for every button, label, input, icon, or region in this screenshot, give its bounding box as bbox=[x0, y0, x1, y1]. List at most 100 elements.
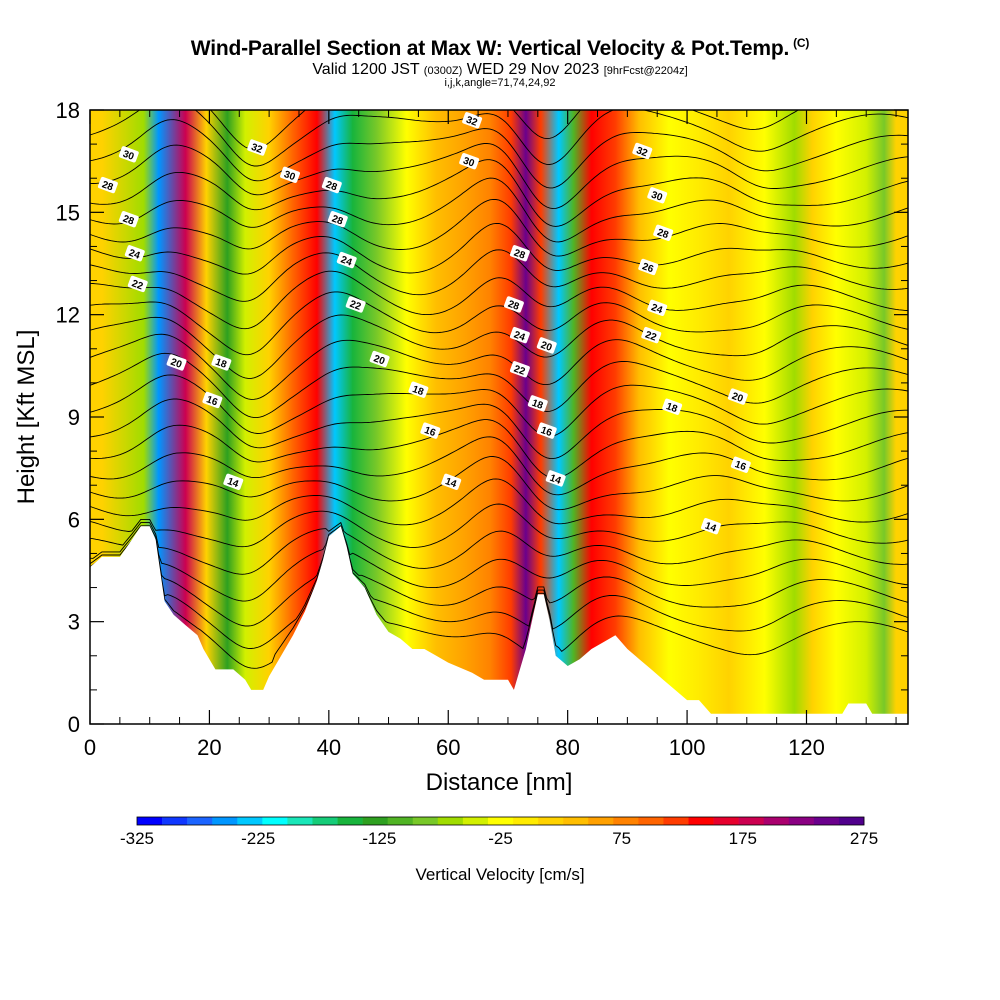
theta-label-box bbox=[247, 139, 268, 156]
colorbar-frame bbox=[136, 816, 865, 826]
theta-contour-label: 14 bbox=[701, 518, 721, 535]
theta-label-text: 14 bbox=[548, 473, 563, 487]
theta-label-text: 26 bbox=[641, 261, 656, 275]
theta-contour-label: 30 bbox=[118, 146, 139, 163]
colorbar-swatch bbox=[813, 817, 840, 825]
theta-contour-label: 16 bbox=[730, 456, 751, 473]
colorbar-tick-label: 75 bbox=[612, 829, 631, 848]
y-tick-label: 3 bbox=[68, 610, 80, 635]
valid-utc: (0300Z) bbox=[423, 65, 463, 77]
colorbar-swatch bbox=[513, 817, 539, 825]
theta-contour-label: 18 bbox=[662, 398, 683, 415]
theta-contour-line bbox=[210, 110, 800, 150]
colorbar-swatch bbox=[788, 817, 815, 825]
theta-label-box bbox=[730, 456, 751, 473]
theta-contour-line bbox=[90, 198, 908, 257]
theta-label-text: 22 bbox=[512, 364, 527, 378]
theta-label-box bbox=[536, 422, 557, 439]
theta-contour-line bbox=[90, 177, 908, 243]
colorbar-swatch bbox=[262, 817, 288, 825]
theta-label-box bbox=[462, 112, 483, 129]
theta-contour-label: 16 bbox=[536, 422, 557, 439]
theta-contour-label: 18 bbox=[408, 381, 429, 398]
colorbar-swatch bbox=[838, 817, 865, 825]
theta-contour-labels: 30 28 28 24 22 20 18 16 14 32 30 28 28 24 22 20 18 16 14 32… bbox=[97, 112, 751, 535]
theta-contour-label: 14 bbox=[223, 473, 244, 490]
theta-contour-line bbox=[90, 333, 908, 400]
theta-contour-line bbox=[90, 159, 908, 227]
axes: 0 20 40 60 80 100 120 0 3 6 9 12 15 18 bbox=[56, 98, 908, 760]
theta-label-text: 16 bbox=[205, 394, 220, 408]
theta-label-text: 16 bbox=[733, 459, 748, 473]
theta-contour-line bbox=[90, 531, 908, 649]
theta-contours bbox=[90, 110, 908, 669]
theta-contour-label: 30 bbox=[280, 166, 300, 183]
theta-label-box bbox=[727, 388, 748, 405]
theta-label-box bbox=[202, 391, 223, 409]
theta-contour-label: 14 bbox=[545, 470, 566, 487]
theta-contour-label: 18 bbox=[211, 354, 232, 371]
theta-contour-line bbox=[90, 270, 908, 330]
theta-label-text: 16 bbox=[423, 425, 438, 439]
theta-label-box bbox=[441, 473, 462, 490]
theta-contour-line bbox=[90, 291, 908, 356]
theta-contour-label: 20 bbox=[536, 337, 557, 354]
theta-label-text: 14 bbox=[226, 476, 241, 490]
theta-label-text: 20 bbox=[372, 353, 387, 367]
colorbar-swatch bbox=[437, 817, 464, 825]
valid-time: Valid 1200 JST bbox=[312, 61, 420, 78]
theta-contour-line bbox=[90, 521, 908, 575]
theta-contour-line bbox=[90, 119, 908, 189]
theta-label-text: 14 bbox=[703, 520, 718, 534]
theta-label-box bbox=[124, 245, 145, 262]
colorbar-swatch bbox=[137, 817, 163, 825]
theta-contour-label: 22 bbox=[127, 275, 148, 293]
theta-label-text: 28 bbox=[506, 299, 521, 313]
colorbar-swatch bbox=[713, 817, 739, 825]
theta-label-text: 18 bbox=[665, 401, 680, 415]
colorbar-swatch bbox=[663, 817, 689, 825]
colorbar-tick-label: -25 bbox=[488, 829, 513, 848]
theta-contour-label: 26 bbox=[638, 258, 659, 276]
valid-date: WED 29 Nov 2023 bbox=[466, 61, 600, 78]
theta-label-box bbox=[647, 187, 668, 204]
theta-contour-line bbox=[90, 419, 908, 479]
colorbar-swatch bbox=[337, 817, 363, 825]
theta-label-box bbox=[503, 296, 524, 313]
colorbar-swatch bbox=[763, 817, 790, 825]
theta-contour-label: 20 bbox=[369, 350, 390, 368]
theta-label-box bbox=[527, 395, 548, 412]
chart-subtitle: Valid 1200 JST (0300Z) WED 29 Nov 2023 [… bbox=[0, 61, 1000, 79]
theta-label-box bbox=[211, 354, 232, 371]
theta-contour-label: 18 bbox=[527, 395, 548, 412]
theta-contour-line bbox=[90, 249, 908, 302]
x-tick-label: 80 bbox=[555, 735, 579, 760]
theta-label-box bbox=[118, 146, 139, 163]
chart-title-text: Wind-Parallel Section at Max W: Vertical… bbox=[190, 37, 790, 60]
x-tick-label: 100 bbox=[669, 735, 706, 760]
theta-label-text: 30 bbox=[462, 156, 477, 170]
theta-contour-label: 16 bbox=[202, 391, 223, 409]
theta-label-box bbox=[653, 224, 674, 241]
x-axis-label: Distance [nm] bbox=[426, 769, 573, 796]
theta-contour-label: 32 bbox=[462, 112, 483, 129]
theta-label-text: 20 bbox=[539, 340, 554, 354]
theta-label-box bbox=[118, 211, 139, 228]
colorbar-tick-label: -125 bbox=[362, 829, 396, 848]
y-tick-label: 0 bbox=[68, 712, 80, 737]
theta-label-text: 24 bbox=[127, 248, 142, 262]
copyright-mark: (C) bbox=[793, 36, 810, 50]
theta-label-box bbox=[223, 473, 244, 490]
colorbar-swatch bbox=[613, 817, 639, 825]
forecast-tag: [9hrFcst@2204z] bbox=[603, 65, 688, 77]
theta-label-box bbox=[509, 326, 530, 344]
theta-label-text: 22 bbox=[130, 278, 145, 292]
theta-contour-line bbox=[90, 222, 908, 275]
terrain-mask bbox=[90, 526, 908, 724]
colorbar-swatch bbox=[387, 817, 414, 825]
theta-label-box bbox=[632, 142, 653, 160]
theta-label-text: 22 bbox=[644, 329, 659, 343]
theta-label-box bbox=[280, 166, 300, 183]
colorbar: -325 -225 -125 -25 75 175 275 bbox=[120, 816, 878, 848]
chart-title: Wind-Parallel Section at Max W: Vertical… bbox=[0, 36, 1000, 61]
